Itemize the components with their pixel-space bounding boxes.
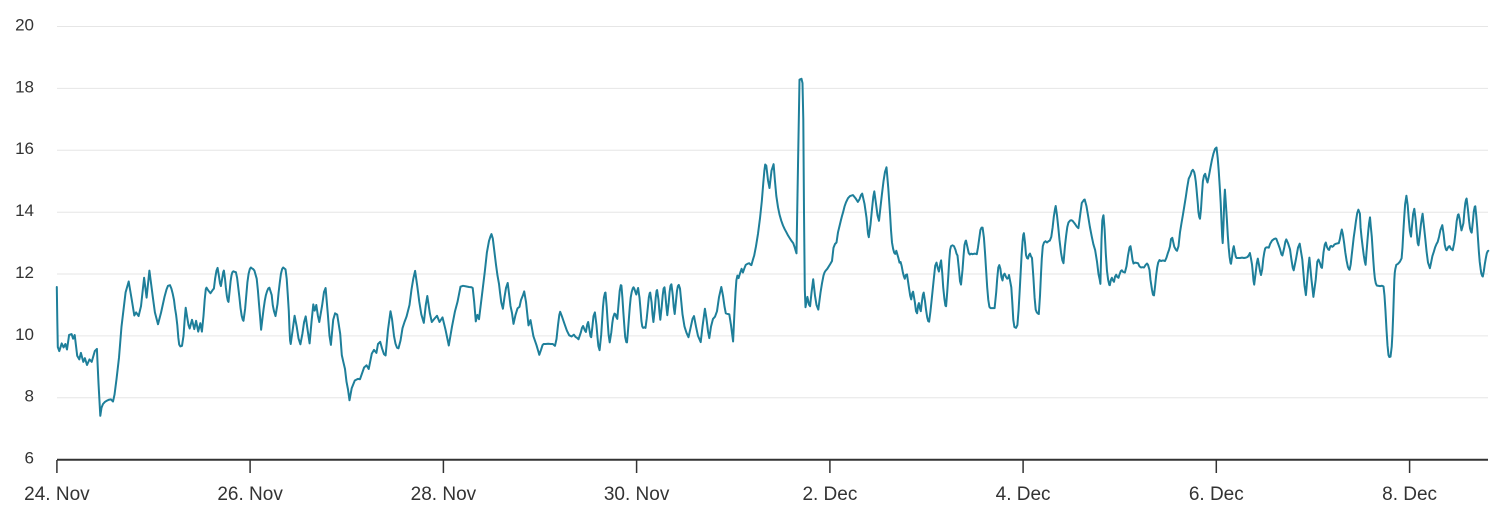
svg-text:14: 14 [15, 201, 34, 220]
svg-text:24. Nov: 24. Nov [24, 484, 90, 505]
svg-text:18: 18 [15, 77, 34, 96]
svg-text:16: 16 [15, 139, 34, 158]
svg-text:4. Dec: 4. Dec [996, 484, 1051, 505]
svg-text:12: 12 [15, 263, 34, 282]
svg-text:26. Nov: 26. Nov [217, 484, 283, 505]
svg-text:8: 8 [25, 387, 34, 406]
svg-text:6. Dec: 6. Dec [1189, 484, 1244, 505]
svg-text:28. Nov: 28. Nov [411, 484, 477, 505]
svg-text:20: 20 [15, 15, 34, 34]
svg-text:10: 10 [15, 325, 34, 344]
svg-text:6: 6 [25, 449, 34, 468]
svg-text:8. Dec: 8. Dec [1382, 484, 1437, 505]
svg-text:2. Dec: 2. Dec [802, 484, 857, 505]
svg-text:30. Nov: 30. Nov [604, 484, 670, 505]
